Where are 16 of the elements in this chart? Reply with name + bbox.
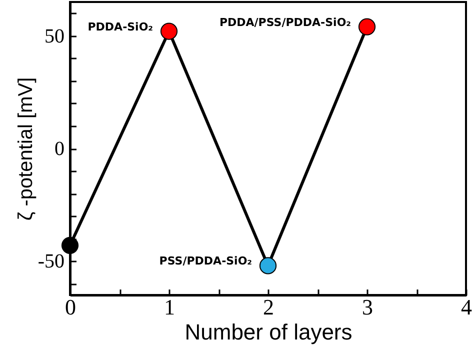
point: [61, 236, 79, 254]
annotation: PSS/PDDA-SiO₂: [159, 254, 252, 268]
x-tick-label: 2: [263, 294, 274, 320]
x-tick-label: 3: [362, 294, 373, 320]
x-axis-title: Number of layers: [184, 320, 352, 344]
y-axis-title: ζ -potential [mV]: [14, 77, 37, 221]
point: [358, 18, 376, 36]
y-tick-label: -50: [38, 250, 64, 273]
point: [160, 22, 178, 40]
y-tick-label: 50: [44, 25, 64, 48]
annotation: PDDA-SiO₂: [88, 20, 154, 34]
annotation: PDDA/PSS/PDDA-SiO₂: [219, 16, 352, 29]
point: [259, 257, 277, 274]
y-tick-label: 0: [54, 138, 64, 160]
x-tick-label: 4: [461, 294, 472, 320]
x-tick-label: 1: [164, 294, 175, 320]
